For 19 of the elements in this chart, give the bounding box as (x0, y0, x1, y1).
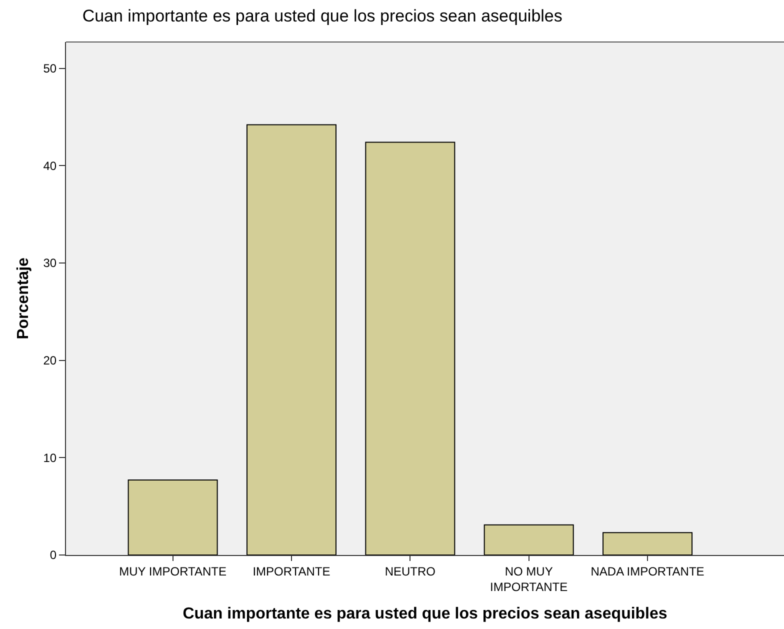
x-tick-label: NADA IMPORTANTE (590, 564, 704, 578)
x-tick-label: IMPORTANTE (252, 564, 330, 578)
y-tick-label: 40 (43, 158, 57, 173)
y-tick-label: 0 (50, 548, 57, 562)
bar (128, 480, 218, 555)
bar (365, 142, 456, 555)
x-axis-title: Cuan importante es para usted que los precios sean asequibles (182, 606, 668, 623)
chart-title: Cuan importante es para usted que los precios sean asequibles (82, 6, 562, 26)
y-tick-label: 30 (43, 256, 57, 270)
y-tick-label: 50 (43, 61, 57, 76)
bar (246, 124, 336, 555)
bar (602, 532, 693, 555)
y-tick-label: 10 (43, 450, 57, 465)
x-tick-label: MUY IMPORTANTE (119, 564, 226, 578)
y-axis-title: Porcentaje (15, 257, 32, 340)
bar (484, 524, 574, 555)
x-tick-label: NEUTRO (384, 564, 436, 578)
x-tick-label: NO MUY IMPORTANTE (490, 564, 568, 594)
y-tick-label: 20 (43, 354, 57, 368)
